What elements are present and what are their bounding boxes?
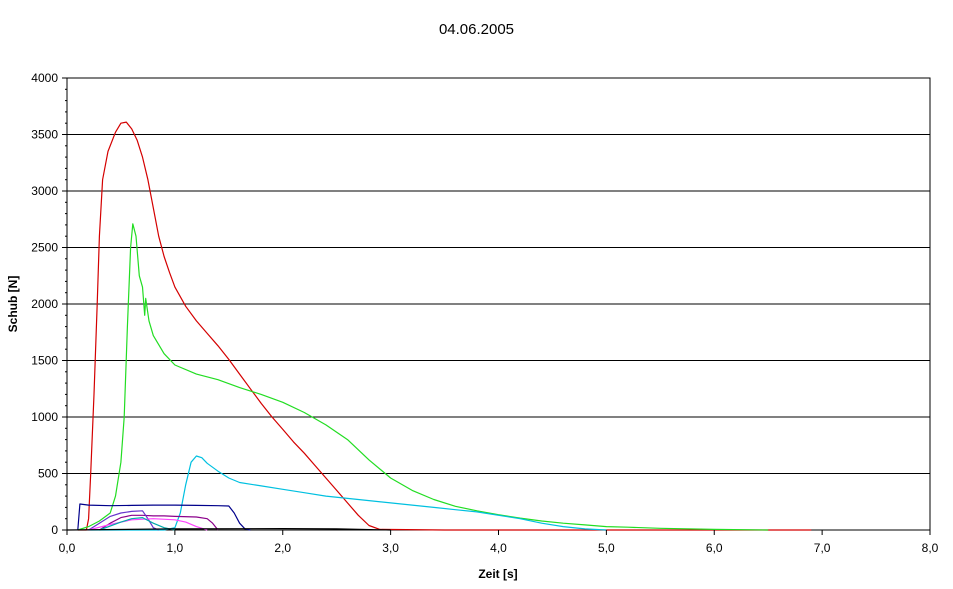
series-line-4	[77, 503, 251, 531]
x-tick-label: 8,0	[922, 541, 939, 555]
y-tick-label: 1500	[31, 354, 58, 368]
y-tick-label: 3500	[31, 128, 58, 142]
x-axis-ticks: 0,0 1,0 2,0 3,0 4,0 5,0 6,0 7,0 8,0	[59, 530, 939, 555]
x-tick-label: 7,0	[814, 541, 831, 555]
chart-title: 04.06.2005	[438, 21, 515, 38]
series-line-3	[88, 455, 607, 531]
x-tick-label: 0,0	[59, 541, 76, 555]
x-axis-label: Zeit [s]	[478, 567, 517, 581]
y-tick-label: 1000	[31, 410, 58, 424]
x-tick-label: 4,0	[490, 541, 507, 555]
series-line-5	[99, 514, 219, 531]
x-tick-label: 5,0	[598, 541, 615, 555]
series-layer	[66, 121, 812, 531]
y-axis-ticks: 0 500 1000 1500 2000 2500 3000 3500 4000	[31, 71, 67, 537]
series-line-2	[77, 223, 769, 531]
series-line-8	[99, 517, 176, 531]
y-tick-label: 2500	[31, 241, 58, 255]
series-line-6	[88, 510, 159, 531]
y-axis-label: Schub [N]	[6, 276, 20, 333]
y-tick-label: 0	[51, 523, 58, 537]
y-tick-label: 3000	[31, 184, 58, 198]
gridlines	[67, 134, 930, 474]
y-tick-label: 500	[38, 467, 58, 481]
series-line-9	[66, 528, 391, 531]
x-tick-label: 1,0	[167, 541, 184, 555]
series-line-7	[88, 518, 208, 531]
y-tick-label: 4000	[31, 71, 58, 85]
x-tick-label: 3,0	[382, 541, 399, 555]
y-tick-label: 2000	[31, 297, 58, 311]
series-line-1	[77, 121, 812, 531]
x-tick-label: 6,0	[706, 541, 723, 555]
x-tick-label: 2,0	[274, 541, 291, 555]
